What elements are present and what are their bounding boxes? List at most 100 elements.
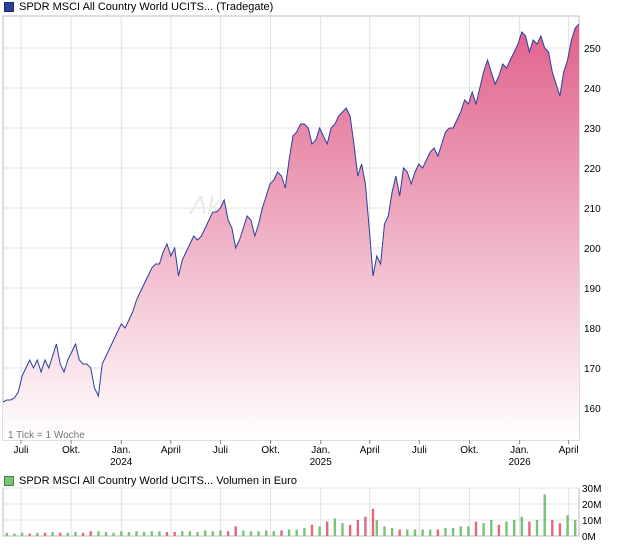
price-legend-label: SPDR MSCI All Country World UCITS... (Tr… <box>19 1 274 13</box>
volume-bar <box>375 520 378 536</box>
volume-bar <box>89 531 92 536</box>
volume-bar <box>272 531 275 536</box>
volume-bar <box>181 531 184 536</box>
price-y-tick-label: 240 <box>584 84 601 95</box>
price-x-tick-label: April <box>559 445 579 456</box>
volume-bar <box>74 532 77 536</box>
volume-bar <box>211 531 214 536</box>
volume-bar <box>371 508 375 536</box>
price-y-tick-label: 170 <box>584 364 601 375</box>
volume-bar <box>444 528 447 536</box>
price-x-tick-label: Okt. <box>261 445 279 456</box>
volume-bar <box>513 520 516 536</box>
volume-bar <box>364 516 367 536</box>
volume-bar <box>348 524 352 536</box>
price-x-tick-label: Jan. <box>311 445 330 456</box>
volume-bar <box>51 532 54 536</box>
volume-bar <box>406 529 409 536</box>
volume-bar <box>150 531 153 536</box>
volume-bar <box>474 521 478 536</box>
volume-bar <box>104 532 108 536</box>
volume-bar <box>81 532 85 536</box>
price-y-tick-label: 230 <box>584 124 601 135</box>
volume-legend-label: SPDR MSCI All Country World UCITS... Vol… <box>19 475 297 487</box>
price-x-tick-label: Okt. <box>460 445 478 456</box>
volume-bar <box>383 526 386 536</box>
volume-bar <box>158 531 161 536</box>
volume-bar <box>204 530 207 536</box>
volume-bar <box>43 532 47 536</box>
volume-bar <box>5 532 8 536</box>
volume-bar <box>173 532 176 536</box>
price-series-swatch <box>4 2 14 12</box>
volume-bar <box>341 523 344 536</box>
volume-bar <box>467 526 470 536</box>
volume-bar <box>28 533 31 536</box>
volume-y-tick-label: 30M <box>582 484 601 495</box>
volume-bar <box>249 531 253 536</box>
volume-gridlines <box>3 487 579 536</box>
volume-bar <box>490 520 493 536</box>
volume-bar <box>165 532 169 536</box>
price-x-tick-label: Juli <box>412 445 427 456</box>
volume-bar <box>295 529 298 536</box>
price-x-tick-label: April <box>360 445 380 456</box>
volume-bar <box>528 521 531 536</box>
volume-bar <box>390 528 394 536</box>
volume-bar <box>135 531 138 536</box>
volume-bar <box>574 520 577 536</box>
volume-bar <box>520 516 523 536</box>
volume-bar <box>318 526 321 536</box>
price-x-tick-label: Okt. <box>62 445 80 456</box>
volume-bar <box>535 520 539 536</box>
volume-bar <box>482 523 485 536</box>
volume-bar <box>97 531 100 536</box>
volume-bar <box>303 528 306 536</box>
volume-bar <box>188 531 192 536</box>
volume-bar <box>66 532 69 536</box>
volume-bar <box>459 526 462 536</box>
price-chart-legend: SPDR MSCI All Country World UCITS... (Tr… <box>4 0 273 14</box>
price-x-year-label: 2024 <box>110 457 133 468</box>
volume-bar <box>257 531 260 536</box>
volume-bar <box>543 494 546 536</box>
volume-bar <box>226 531 230 536</box>
volume-bar <box>398 529 401 536</box>
price-x-year-label: 2026 <box>508 457 531 468</box>
volume-bar <box>566 515 569 536</box>
volume-bar <box>112 532 115 536</box>
volume-bar <box>280 530 283 536</box>
volume-y-tick-label: 20M <box>582 500 601 511</box>
volume-series-swatch <box>4 476 14 486</box>
volume-bar <box>13 533 16 536</box>
volume-bar <box>356 520 359 536</box>
volume-bar <box>413 529 417 536</box>
volume-bar <box>333 518 337 536</box>
volume-y-tick-label: 0M <box>582 532 596 543</box>
price-x-tick-label: Juli <box>213 445 228 456</box>
volume-bar <box>234 526 237 536</box>
volume-bar <box>310 524 314 536</box>
volume-bar <box>20 532 24 536</box>
volume-bar <box>497 524 501 536</box>
volume-y-tick-label: 10M <box>582 516 601 527</box>
volume-bar <box>265 530 268 536</box>
volume-bar <box>127 532 131 536</box>
volume-bar <box>219 530 222 536</box>
volume-bar <box>429 529 432 536</box>
price-line <box>2 23 580 403</box>
price-y-tick-label: 220 <box>584 164 601 175</box>
price-y-tick-label: 190 <box>584 284 601 295</box>
volume-bar <box>196 532 199 536</box>
volume-bar <box>59 532 62 536</box>
volume-bar <box>505 521 508 536</box>
price-x-year-label: 2025 <box>310 457 333 468</box>
volume-y-axis: 30M 20M 10M 0M <box>582 484 601 543</box>
volume-plot-frame <box>2 487 580 537</box>
price-y-axis: 160 170 180 190 200 210 220 230 240 250 <box>584 44 601 415</box>
volume-bar <box>551 520 554 536</box>
volume-bar <box>142 532 146 536</box>
price-y-tick-label: 200 <box>584 244 601 255</box>
volume-bar <box>451 528 455 536</box>
